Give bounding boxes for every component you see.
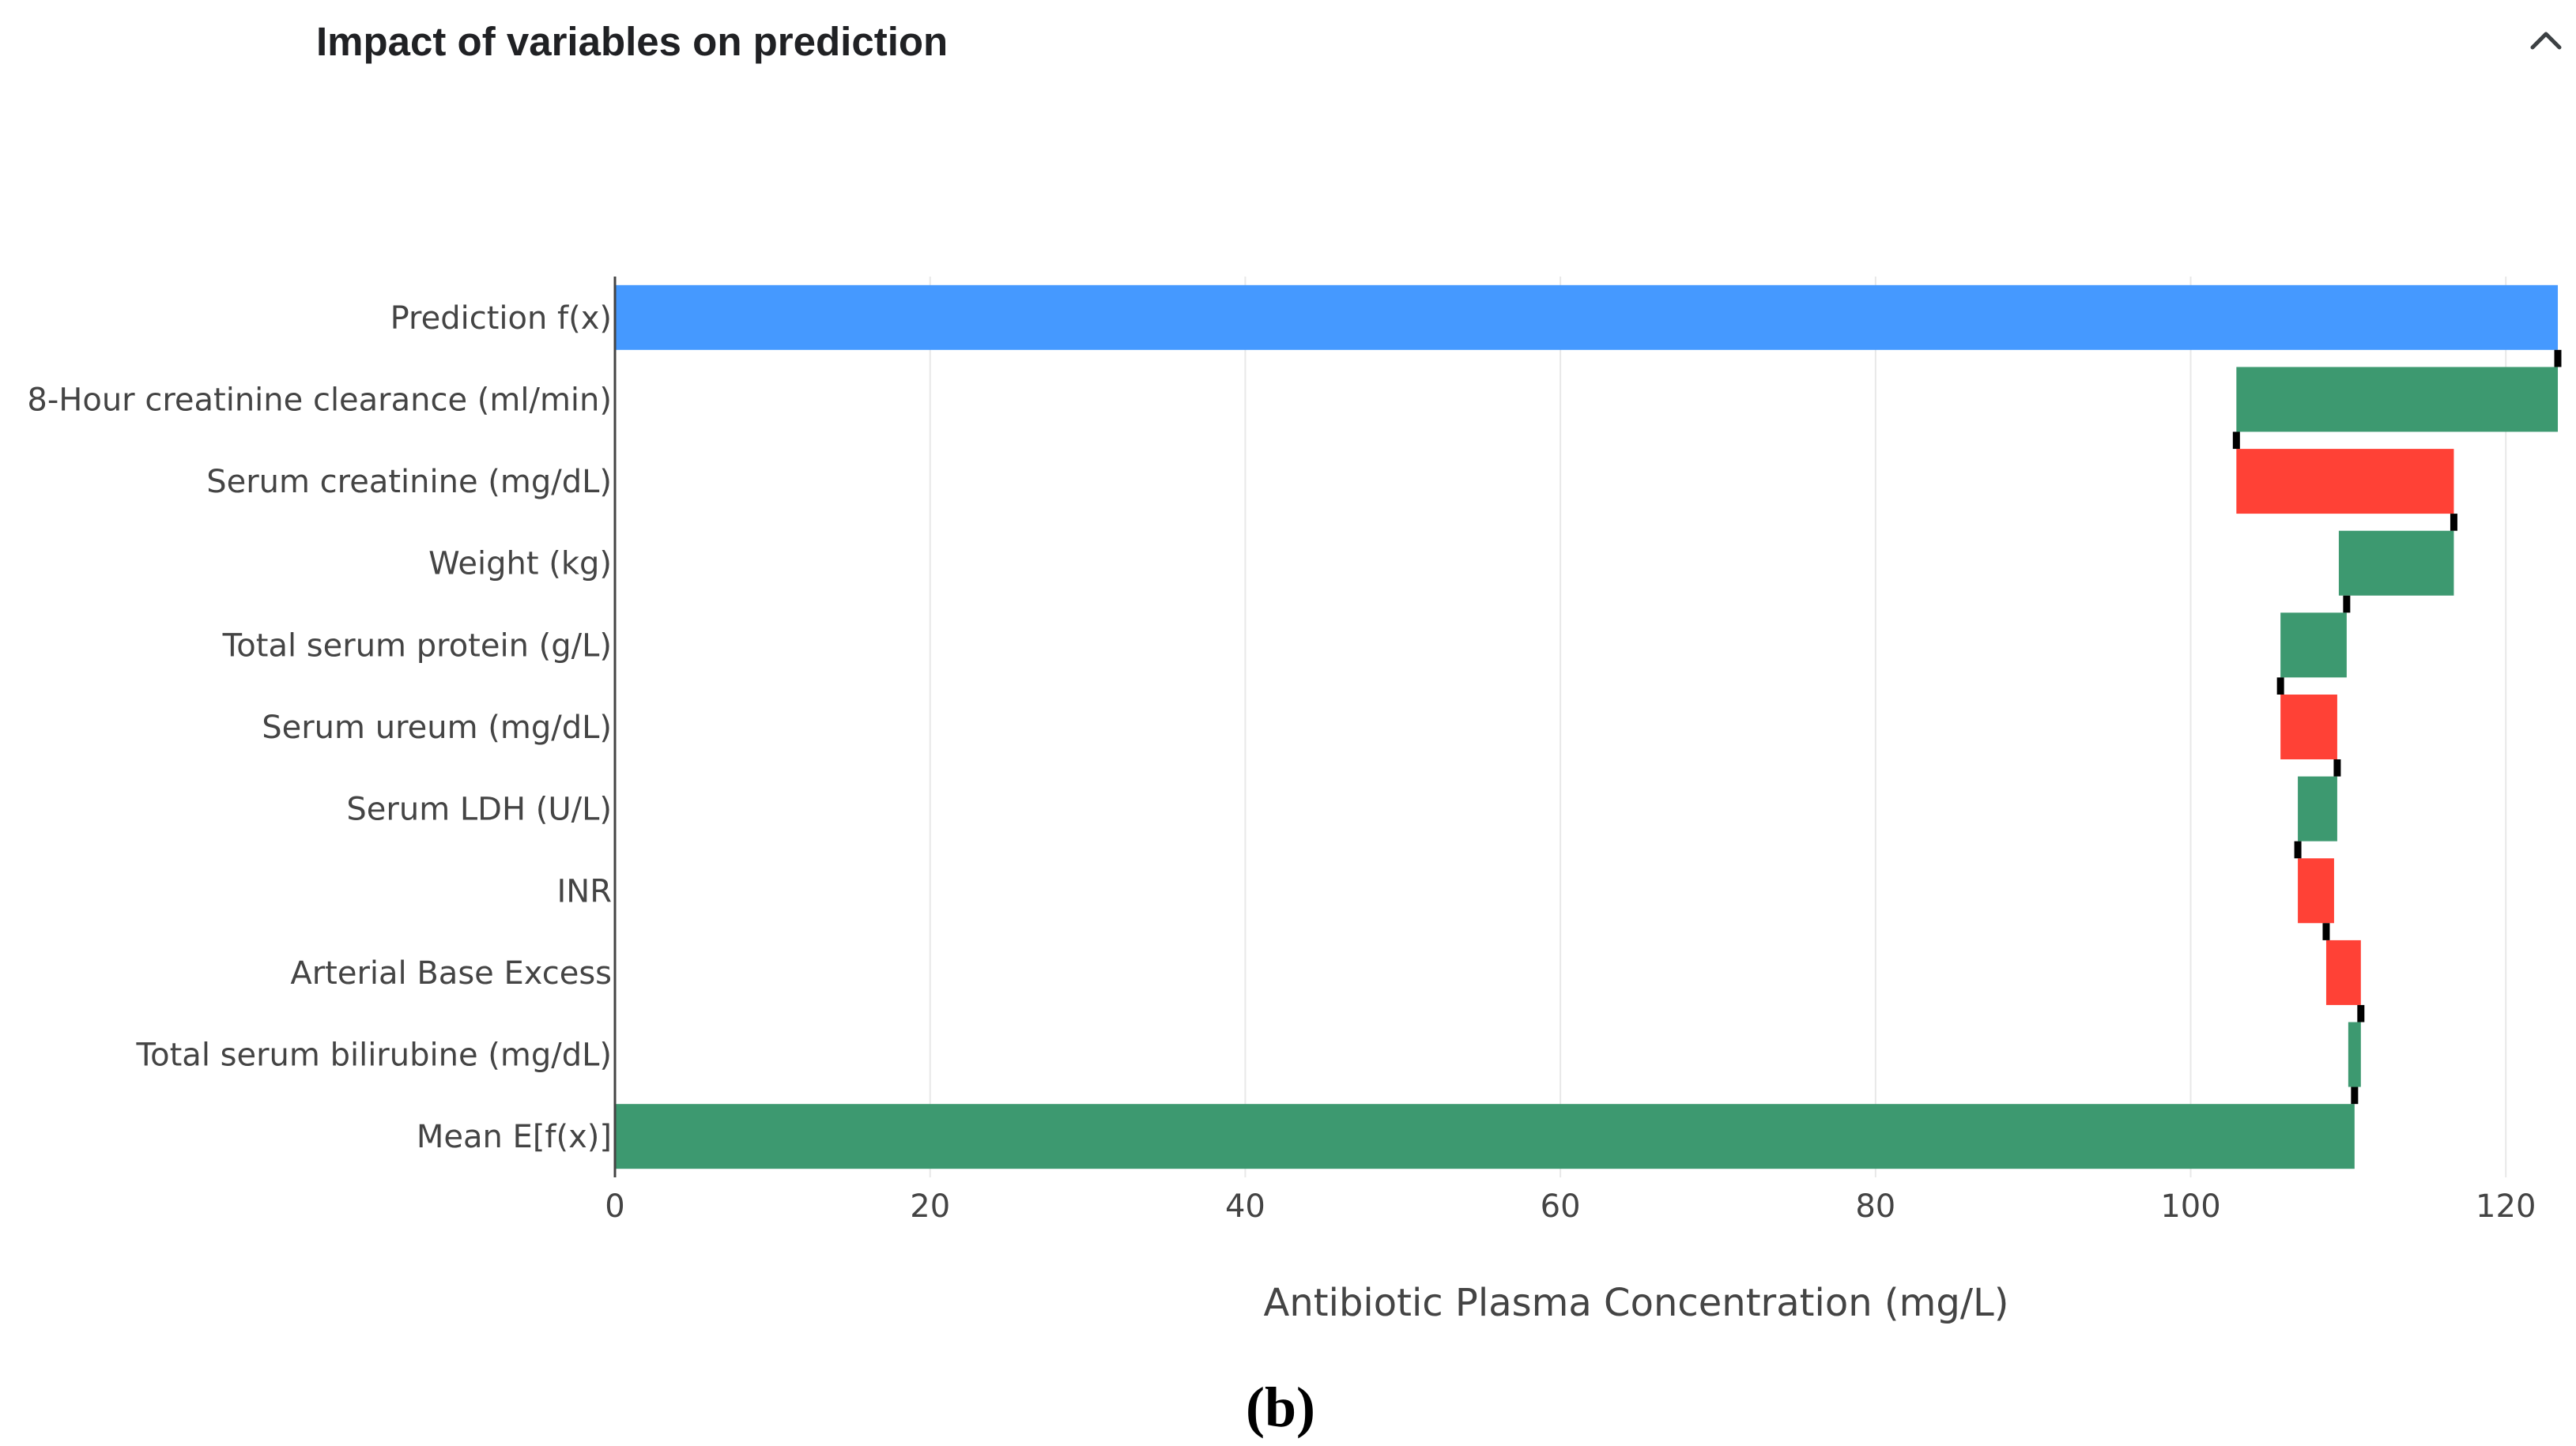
x-tick-labels: 0 20 40 60 80 100 120 xyxy=(605,1188,2536,1225)
x-tick-label: 60 xyxy=(1541,1188,1581,1225)
x-tick-label: 40 xyxy=(1225,1188,1265,1225)
category-label: Serum creatinine (mg/dL) xyxy=(206,464,612,500)
category-label: Serum LDH (U/L) xyxy=(346,792,612,828)
panel-header: Impact of variables on prediction xyxy=(316,14,2553,70)
category-label: Prediction f(x) xyxy=(390,300,612,337)
chevron-up-icon xyxy=(2530,32,2562,50)
bar-layer xyxy=(615,284,2559,1169)
x-tick-label: 100 xyxy=(2160,1188,2220,1225)
x-tick-label: 0 xyxy=(605,1188,624,1225)
bar-2 xyxy=(2236,449,2454,514)
grid-layer xyxy=(929,277,2507,1177)
bar-3 xyxy=(2338,530,2454,596)
bar-10 xyxy=(615,1104,2355,1169)
bar-9 xyxy=(2348,1022,2361,1087)
category-label: Arterial Base Excess xyxy=(290,955,612,992)
category-label: INR xyxy=(556,873,612,909)
category-label: Total serum protein (g/L) xyxy=(222,627,612,664)
bar-5 xyxy=(2280,695,2337,759)
category-labels: Prediction f(x) 8-Hour creatinine clearan… xyxy=(27,300,612,1155)
bar-7 xyxy=(2298,858,2334,924)
bar-0 xyxy=(615,284,2559,350)
category-label: Weight (kg) xyxy=(428,546,612,582)
bar-4 xyxy=(2280,612,2347,678)
bar-8 xyxy=(2325,940,2361,1005)
category-label: Total serum bilirubine (mg/dL) xyxy=(136,1037,612,1074)
x-tick-label: 20 xyxy=(910,1188,950,1225)
panel-title: Impact of variables on prediction xyxy=(316,19,949,64)
connector-layer xyxy=(2232,349,2562,1105)
collapse-button[interactable] xyxy=(2528,22,2564,58)
figure-caption: (b) xyxy=(1246,1376,1315,1439)
category-label: Mean E[f(x)] xyxy=(417,1119,612,1155)
bar-6 xyxy=(2298,776,2337,842)
bar-1 xyxy=(2236,367,2559,432)
category-label: Serum ureum (mg/dL) xyxy=(262,710,612,746)
x-axis-title: Antibiotic Plasma Concentration (mg/L) xyxy=(1264,1281,2009,1325)
x-tick-label: 120 xyxy=(2476,1188,2536,1225)
category-label: 8-Hour creatinine clearance (ml/min) xyxy=(27,382,612,418)
x-tick-label: 80 xyxy=(1855,1188,1895,1225)
